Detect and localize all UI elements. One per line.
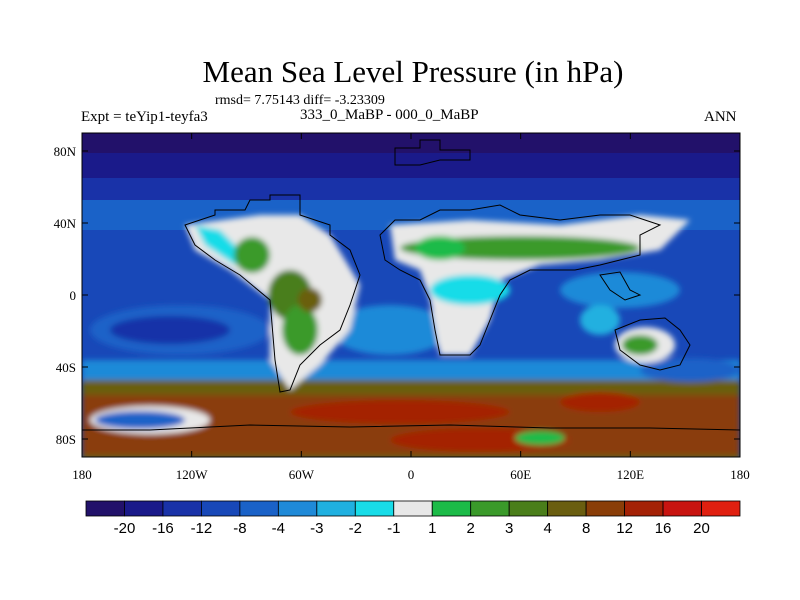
colorbar-swatch: [508, 500, 549, 517]
colorbar-swatch: [393, 500, 433, 517]
x-tick-label: 120W: [176, 467, 209, 482]
colorbar-label: 1: [428, 520, 436, 537]
colorbar-swatch: [624, 500, 664, 517]
colorbar-swatch: [162, 500, 202, 517]
colorbar-swatch: [701, 500, 741, 517]
colorbar-label: -2: [349, 520, 362, 537]
colorbar-label: -20: [114, 520, 136, 537]
colorbar-label: 3: [505, 520, 513, 537]
colorbar-swatch: [201, 500, 241, 517]
colorbar-label: -16: [152, 520, 174, 537]
colorbar: -20 -16 -12 -8 -4 -3 -2 -1 1 2 3 4 8 12 16 20: [85, 500, 741, 537]
axis-ticks: 180 120W 60W 0 60E 120E 180 80N 40N 0 40S 80S: [54, 133, 750, 482]
colorbar-label: -4: [272, 520, 285, 537]
colorbar-label: -3: [310, 520, 323, 537]
map-title: Mean Sea Level Pressure (in hPa): [202, 54, 624, 89]
x-tick-label: 0: [408, 467, 415, 482]
pressure-field: [82, 133, 740, 457]
x-tick-label: 180: [730, 467, 750, 482]
colorbar-swatch: [470, 500, 510, 517]
season-label: ANN: [704, 109, 737, 125]
y-tick-label: 80N: [54, 144, 77, 159]
colorbar-swatch: [547, 500, 587, 517]
colorbar-label: 20: [693, 520, 710, 537]
colorbar-label: 8: [582, 520, 590, 537]
rmsd-diff-text: rmsd= 7.75143 diff= -3.23309: [215, 93, 385, 108]
colorbar-swatch: [277, 500, 318, 517]
colorbar-label: 4: [543, 520, 551, 537]
y-tick-label: 40S: [56, 360, 76, 375]
colorbar-swatch: [124, 500, 164, 517]
colorbar-swatch: [662, 500, 702, 517]
y-tick-label: 80S: [56, 432, 76, 447]
colorbar-swatch: [239, 500, 279, 517]
colorbar-label: 2: [467, 520, 475, 537]
colorbar-swatch: [431, 500, 472, 517]
x-tick-label: 60E: [510, 467, 531, 482]
experiment-label: Expt = teYip1-teyfa3: [81, 109, 208, 125]
colorbar-label: 12: [616, 520, 633, 537]
x-tick-label: 60W: [289, 467, 315, 482]
colorbar-label: -1: [387, 520, 400, 537]
x-tick-label: 120E: [617, 467, 645, 482]
colorbar-swatch: [585, 500, 625, 517]
y-tick-label: 40N: [54, 216, 77, 231]
colorbar-swatch: [316, 500, 356, 517]
colorbar-swatch: [354, 500, 395, 517]
x-tick-label: 180: [72, 467, 92, 482]
colorbar-label: -8: [233, 520, 246, 537]
map-subtitle: 333_0_MaBP - 000_0_MaBP: [300, 107, 479, 123]
y-tick-label: 0: [70, 288, 77, 303]
colorbar-label: 16: [655, 520, 672, 537]
colorbar-label: -12: [191, 520, 213, 537]
colorbar-swatch: [85, 500, 125, 517]
